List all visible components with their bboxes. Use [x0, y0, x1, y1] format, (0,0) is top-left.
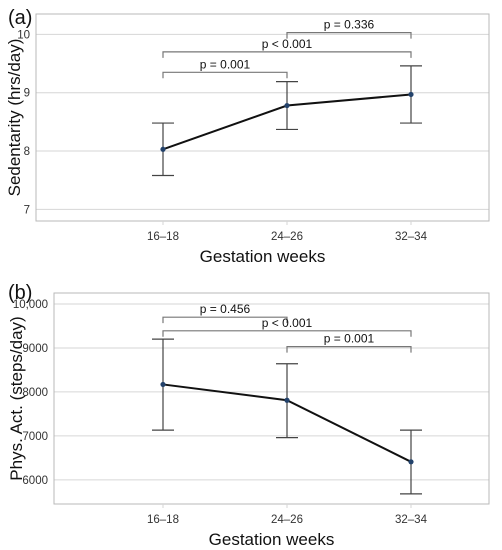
x-axis-label: Gestation weeks: [200, 247, 326, 266]
x-tick-label: 16–18: [147, 231, 179, 243]
y-tick-label: 7: [24, 204, 30, 216]
significance-label: p = 0.456: [200, 302, 251, 316]
significance-bracket: [286, 346, 412, 353]
y-tick-label: 10: [17, 29, 30, 41]
plot-frame: [53, 292, 490, 505]
x-tick-label: 16–18: [147, 514, 179, 526]
y-tick-label: 9: [24, 88, 30, 100]
x-tick-label: 32–34: [395, 231, 428, 243]
x-axis-label: Gestation weeks: [209, 530, 335, 549]
plot-frame: [35, 13, 490, 222]
x-tick-label: 24–26: [271, 514, 303, 526]
significance-label: p = 0.001: [200, 57, 251, 71]
panel-label: (b): [8, 282, 32, 304]
x-tick-label: 24–26: [271, 231, 303, 243]
panel-label: (a): [8, 7, 32, 29]
significance-bracket: [162, 51, 412, 58]
significance-label: p = 0.001: [324, 332, 375, 346]
chart-panel-a: (a) 7 8 9 10 16–18 24–26 32–34 Gestation weeks Se…: [5, 7, 490, 266]
significance-bracket: [286, 32, 412, 39]
y-tick-label: 8: [24, 146, 30, 158]
significance-bracket: [162, 316, 288, 324]
significance-label: p < 0.001: [262, 37, 313, 51]
data-point: [284, 397, 290, 403]
data-point: [160, 146, 166, 152]
significance-bracket: [162, 71, 288, 79]
significance-label: p = 0.336: [324, 18, 375, 32]
chart-panel-b: (b) 6000 7000 8000 9000 10,000 16–18 24–26 32–34…: [7, 282, 490, 549]
y-tick-label: 9000: [22, 343, 48, 355]
y-tick-label: 10,000: [13, 299, 48, 311]
y-tick-label: 8000: [22, 387, 48, 399]
y-axis-label: Phys. Act. (steps/day): [7, 316, 26, 480]
data-point: [160, 381, 166, 388]
data-point: [408, 91, 414, 98]
x-tick-label: 32–34: [395, 514, 428, 526]
y-axis-label: Sedentarity (hrs/day): [5, 39, 24, 197]
y-tick-label: 7000: [22, 431, 48, 443]
data-point: [408, 459, 414, 465]
significance-label: p < 0.001: [262, 316, 313, 330]
significance-bracket: [162, 330, 412, 337]
data-point: [284, 102, 290, 109]
y-tick-label: 6000: [22, 475, 48, 487]
